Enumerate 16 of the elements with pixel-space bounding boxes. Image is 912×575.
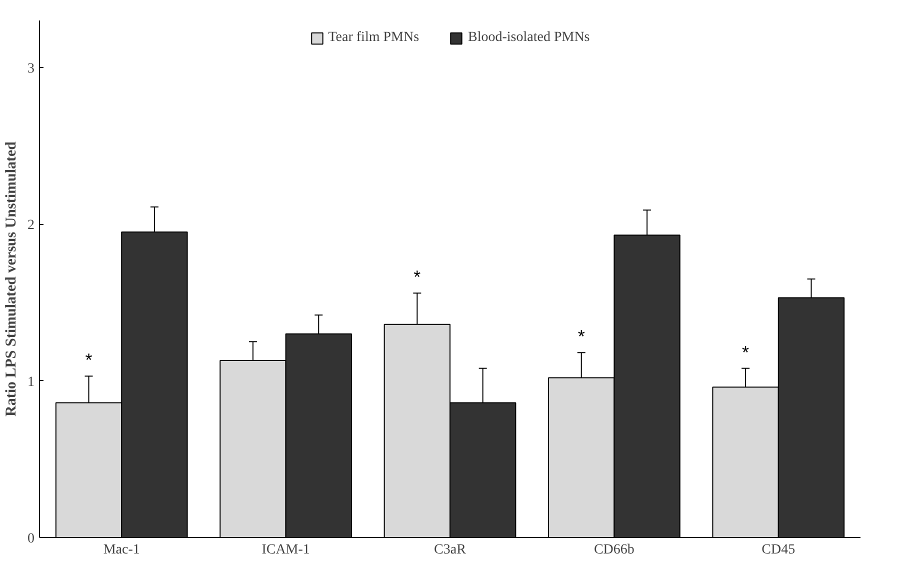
annotation: *	[85, 350, 92, 370]
x-tick-label: Mac-1	[103, 542, 140, 558]
annotation: *	[742, 342, 750, 362]
x-tick-label: CD45	[762, 542, 796, 558]
legend-label: Tear film PMNs	[328, 30, 420, 46]
y-axis-title: Ratio LPS Stimulated versus Unstimulated	[4, 140, 20, 417]
annotation: *	[578, 326, 585, 347]
x-tick-label: ICAM-1	[262, 542, 310, 558]
y-tick-label: 3	[28, 62, 34, 76]
y-tick-label: 0	[28, 532, 34, 546]
legend-label: Blood-isolated PMNs	[468, 30, 590, 46]
x-tick-label: C3aR	[434, 542, 467, 558]
x-tick-label: CD66b	[594, 542, 634, 558]
y-tick-label: 1	[28, 374, 34, 390]
y-tick-label: 2	[28, 218, 34, 234]
annotation: *	[414, 267, 421, 288]
